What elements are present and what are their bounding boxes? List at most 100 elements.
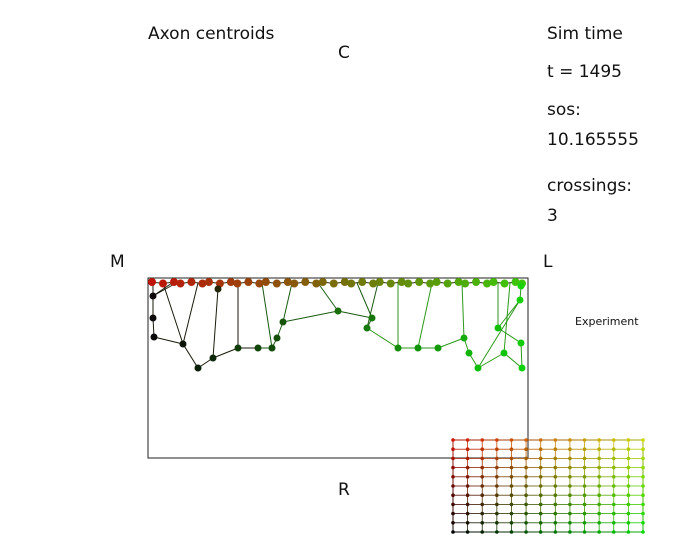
experiment-grid-dot [451, 475, 455, 479]
experiment-grid-dot [582, 484, 587, 488]
experiment-grid-dot [451, 438, 455, 442]
experiment-grid-dot [509, 475, 514, 479]
experiment-grid-dot [495, 465, 499, 470]
experiment-grid-dot [641, 447, 645, 452]
centroid-dot [511, 278, 520, 286]
centroid-dot [148, 278, 156, 286]
experiment-inset [451, 438, 645, 534]
centroid-dot [472, 278, 481, 286]
sos-value: 10.165555 [547, 130, 639, 150]
centroid-dot [516, 296, 524, 304]
experiment-grid-dot [451, 502, 455, 507]
experiment-grid-dot [538, 530, 543, 534]
experiment-grid-dot [568, 511, 572, 516]
experiment-grid-dot [611, 521, 616, 525]
experiment-grid-dot [495, 511, 499, 516]
experiment-grid-dot [553, 511, 558, 516]
experiment-grid-dot [641, 493, 645, 498]
experiment-grid-dot [641, 475, 645, 479]
experiment-grid-dot [611, 465, 616, 470]
centroid-dot [318, 278, 327, 286]
sos-label: sos: [547, 100, 581, 120]
experiment-grid-dot [568, 502, 572, 507]
experiment-grid-dot [524, 493, 528, 498]
experiment-grid-dot [597, 475, 601, 479]
experiment-grid-dot [582, 502, 587, 507]
crossings-value: 3 [547, 206, 558, 226]
experiment-grid-dot [509, 447, 514, 452]
experiment-grid-dot [480, 511, 485, 516]
experiment-grid-dot [611, 530, 616, 534]
centroid-dot [340, 278, 349, 286]
bottom-axis-label-r: R [338, 480, 350, 500]
centroid-dot [279, 318, 287, 326]
experiment-grid-dot [553, 484, 558, 488]
experiment-grid-dot [509, 502, 514, 507]
experiment-grid-dot [451, 521, 455, 525]
experiment-grid-dot [568, 447, 572, 452]
experiment-grid-dot [611, 493, 616, 498]
centroid-dot [194, 364, 202, 372]
experiment-grid-dot [626, 530, 631, 534]
centroid-dot [494, 324, 502, 332]
centroid-mesh-lines [151, 281, 523, 369]
centroid-dot [375, 278, 384, 286]
experiment-grid-dot [597, 502, 601, 507]
experiment-grid-dot [451, 530, 455, 534]
experiment-grid-dot [568, 493, 572, 498]
experiment-grid-dot [553, 475, 558, 479]
experiment-grid-dot [495, 447, 499, 452]
centroid-dot [432, 278, 441, 286]
experiment-grid-dot [641, 511, 645, 516]
experiment-grid-dot [626, 438, 631, 442]
experiment-grid-dot [509, 484, 514, 488]
centroid-dot [150, 333, 158, 341]
experiment-grid-dot [582, 511, 587, 516]
experiment-grid-dot [641, 502, 645, 507]
experiment-grid-dot [509, 521, 514, 525]
main-panel-frame [147, 277, 529, 459]
centroid-dot [358, 278, 367, 286]
experiment-grid-dot [568, 521, 572, 525]
centroid-dot [517, 339, 525, 347]
experiment-grid-dot [465, 521, 470, 525]
experiment-grid-dot [480, 465, 485, 470]
experiment-grid-dot [480, 447, 485, 452]
experiment-grid-dot [626, 502, 631, 507]
centroid-dot [290, 279, 299, 288]
centroid-dot [500, 279, 509, 288]
experiment-grid-dot [524, 475, 528, 479]
centroid-dot [204, 278, 213, 286]
experiment-grid-dot [509, 511, 514, 516]
experiment-grid-dot [451, 511, 455, 516]
experiment-grid-dot [641, 438, 645, 442]
experiment-grid-dot [495, 438, 499, 442]
experiment-grid-dot [509, 456, 514, 461]
experiment-grid-dot [611, 447, 616, 452]
experiment-grid-dot [480, 521, 485, 525]
centroid-dot [394, 344, 402, 352]
experiment-grid-dot [480, 502, 485, 507]
experiment-grid-dot [626, 465, 631, 470]
experiment-grid-dot [495, 530, 499, 534]
experiment-grid-dot [495, 456, 499, 461]
experiment-grid-dot [597, 484, 601, 488]
experiment-grid-dot [611, 438, 616, 442]
experiment-grid-dot [480, 493, 485, 498]
experiment-grid-dot [641, 456, 645, 461]
experiment-grid-dot [495, 521, 499, 525]
centroid-dot [234, 344, 242, 352]
centroid-dot [397, 278, 406, 286]
centroid-dot [226, 278, 235, 286]
experiment-grid-dot [480, 438, 485, 442]
centroid-dot [283, 278, 292, 286]
experiment-grid-dot [451, 493, 455, 498]
experiment-grid-dot [582, 493, 587, 498]
experiment-label: Experiment [575, 315, 639, 328]
experiment-grid-dot [451, 447, 455, 452]
experiment-grid-dot [597, 530, 601, 534]
experiment-grid-dot [553, 530, 558, 534]
right-axis-label-l: L [543, 252, 553, 272]
centroid-dot [215, 279, 224, 288]
experiment-grid-dot [538, 456, 543, 461]
